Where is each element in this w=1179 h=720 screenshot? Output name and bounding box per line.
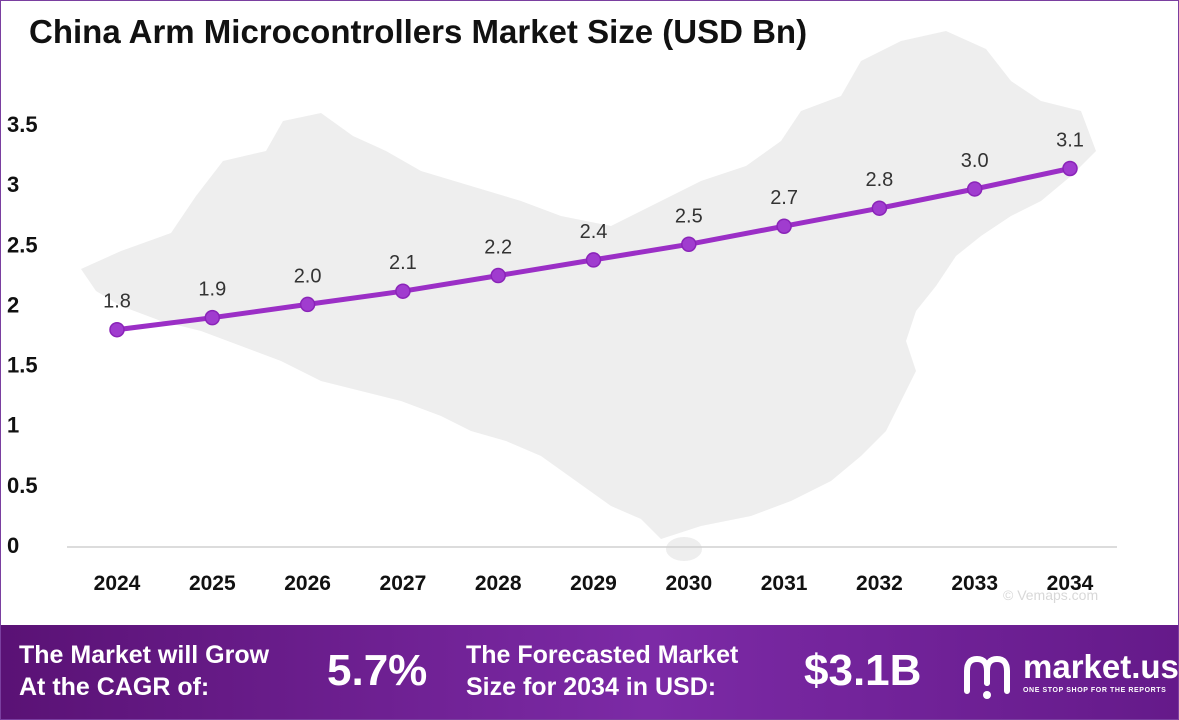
x-tick-label: 2034 [1047,572,1094,595]
data-label: 1.8 [103,291,131,313]
x-tick-label: 2033 [951,572,998,595]
x-tick-label: 2030 [665,572,712,595]
data-label: 2.2 [484,237,512,259]
forecast-text-line2: Size for 2034 in USD: [466,673,717,701]
x-tick-label: 2028 [475,572,522,595]
y-tick-label: 2 [7,292,19,317]
y-tick-label: 2.5 [7,232,38,257]
y-tick-label: 3.5 [7,112,38,137]
brand-name: market.us [1023,648,1179,685]
x-tick-label: 2026 [284,572,331,595]
data-point [109,321,125,338]
y-tick-label: 1.5 [7,353,38,378]
data-point [966,181,983,197]
hainan-island-shape [666,537,702,561]
cagr-value: 5.7% [327,646,428,695]
summary-footer: The Market will Grow At the CAGR of: 5.7… [1,625,1178,719]
cagr-text: The Market will Grow At the CAGR of: [19,639,269,703]
y-tick-label: 0.5 [7,473,38,498]
data-label: 2.4 [580,221,608,243]
y-axis: 0 0.5 1 1.5 2 2.5 3 3.5 [7,112,38,558]
chart-title: China Arm Microcontrollers Market Size (… [29,13,808,50]
x-tick-label: 2029 [570,572,617,595]
data-label: 2.8 [865,169,893,191]
data-point [299,296,316,313]
data-point [681,236,697,253]
forecast-text: The Forecasted Market Size for 2034 in U… [466,639,738,703]
x-tick-label: 2031 [761,572,808,595]
data-labels: 1.8 1.9 2.0 2.1 2.2 2.4 2.5 2.7 2.8 3.0 3.1 [103,130,1084,313]
brand-logo: market.us ONE STOP SHOP FOR THE REPORTS [961,647,1178,707]
cagr-text-line2: At the CAGR of: [19,673,210,701]
y-tick-label: 3 [7,172,19,197]
data-label: 2.5 [675,205,703,227]
data-label: 1.9 [198,279,226,301]
forecast-text-line1: The Forecasted Market [466,641,739,669]
data-label: 3.0 [961,150,989,172]
data-point [776,218,792,234]
series-line [114,166,1073,333]
y-tick-label: 0 [7,533,19,558]
data-points [109,160,1078,338]
data-point [1062,160,1078,177]
data-label: 2.0 [294,265,322,287]
x-tick-label: 2025 [189,572,236,595]
data-label: 2.7 [770,187,798,209]
forecast-value: $3.1B [804,646,922,695]
data-point [204,309,221,326]
data-point [395,283,411,299]
y-tick-label: 1 [7,413,19,438]
data-point [490,267,506,284]
line-chart: 00.511.522.533.5 2024 2025 2026 2027 2028 202… [7,112,1117,595]
data-point [871,200,888,216]
data-label: 2.1 [389,252,417,274]
brand-tagline: ONE STOP SHOP FOR THE REPORTS [1023,687,1167,694]
x-tick-label: 2024 [94,572,141,595]
x-tick-label: 2027 [380,572,427,595]
x-tick-label: 2032 [856,572,903,595]
data-point [585,252,602,268]
map-watermark: © Vemaps.com [1003,587,1099,603]
x-axis: 2024 2025 2026 2027 2028 2029 2030 2031 2032 2033… [94,572,1094,595]
china-map-shape [81,31,1096,539]
cagr-text-line1: The Market will Grow [19,641,270,669]
market-us-logo-icon [964,655,1010,699]
china-map-background [81,31,1096,561]
data-label: 3.1 [1056,130,1084,152]
